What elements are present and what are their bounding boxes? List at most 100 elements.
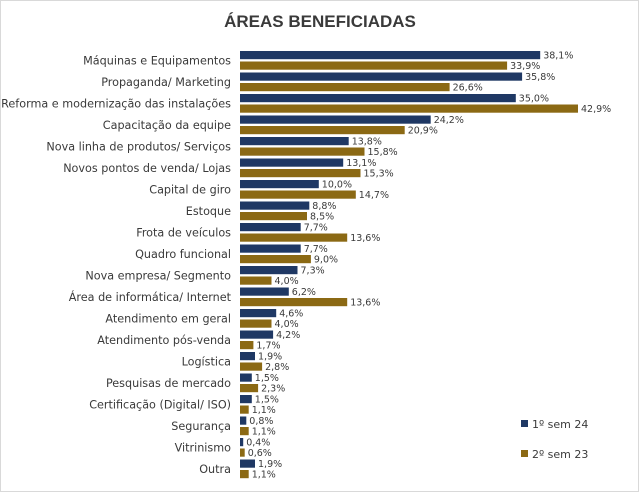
bar-series-1: [240, 438, 244, 447]
data-label: 42,9%: [581, 104, 611, 115]
bar-series-1: [240, 330, 274, 339]
bar-series-1: [240, 373, 252, 382]
category-label: Frota de veículos: [136, 227, 231, 240]
bar-series-2: [240, 104, 578, 113]
bar-series-1: [240, 180, 319, 189]
category-label: Outra: [199, 463, 231, 476]
data-label: 1,5%: [255, 394, 279, 405]
data-label: 38,1%: [543, 50, 573, 61]
category-label: Logística: [182, 356, 231, 369]
bar-series-1: [240, 158, 344, 167]
bar-series-1: [240, 137, 349, 146]
bar-series-1: [240, 287, 289, 296]
category-label: Segurança: [171, 420, 231, 433]
data-label: 0,6%: [248, 448, 272, 459]
data-label: 26,6%: [453, 82, 483, 93]
data-label: 13,6%: [350, 233, 380, 244]
bar-series-2: [240, 255, 311, 264]
category-label: Quadro funcional: [135, 248, 231, 261]
bar-series-2: [240, 362, 263, 371]
data-label: 6,2%: [292, 287, 316, 298]
data-label: 20,9%: [408, 125, 438, 136]
legend: 1º sem 24 2º sem 23: [521, 418, 588, 461]
category-label: Capacitação da equipe: [103, 119, 231, 132]
bar-series-2: [240, 341, 254, 350]
data-label: 0,8%: [249, 416, 273, 427]
bar-series-2: [240, 190, 356, 199]
data-label: 7,7%: [304, 222, 328, 233]
data-label: 7,3%: [301, 265, 325, 276]
bar-series-1: [240, 416, 247, 425]
category-label: Atendimento em geral: [105, 313, 231, 326]
data-label: 4,6%: [279, 308, 303, 319]
bar-series-2: [240, 319, 272, 328]
bar-series-2: [240, 126, 405, 135]
category-label: Pesquisas de mercado: [106, 377, 231, 390]
bar-series-2: [240, 83, 450, 92]
bar-series-2: [240, 448, 245, 457]
category-label: Estoque: [186, 205, 231, 218]
data-label: 1,5%: [255, 373, 279, 384]
data-label: 1,7%: [256, 340, 280, 351]
data-label: 35,0%: [519, 93, 549, 104]
bar-series-1: [240, 244, 301, 253]
data-label: 8,8%: [312, 201, 336, 212]
data-label: 9,0%: [314, 254, 338, 265]
bars: 38,1%33,9%35,8% 26,6% 35,0% 42,9% 24,2%20,9%…: [240, 50, 611, 480]
legend-swatch: [521, 420, 528, 427]
bar-series-2: [240, 212, 307, 221]
bar-series-1: [240, 115, 431, 124]
category-label: Atendimento pós-venda: [97, 334, 231, 347]
bar-series-1: [240, 395, 252, 404]
category-label: Nova linha de produtos/ Serviços: [46, 141, 231, 154]
data-label: 13,1%: [346, 158, 376, 169]
bar-series-1: [240, 223, 301, 232]
category-label: Máquinas e Equipamentos: [83, 55, 231, 68]
legend-swatch: [521, 450, 528, 457]
data-label: 33,9%: [510, 61, 540, 72]
data-label: 14,7%: [359, 190, 389, 201]
bar-series-1: [240, 309, 277, 318]
bar-series-1: [240, 51, 541, 60]
legend-label: 1º sem 24: [532, 418, 588, 431]
category-label: Área de informática/ Internet: [69, 291, 232, 304]
bar-series-2: [240, 384, 259, 393]
data-label: 8,5%: [310, 211, 334, 222]
bar-series-1: [240, 72, 523, 81]
bar-series-2: [240, 147, 365, 156]
data-label: 4,0%: [275, 319, 299, 330]
category-label: Nova empresa/ Segmento: [85, 270, 231, 283]
data-label: 10,0%: [322, 179, 352, 190]
chart-title: ÁREAS BENEFICIADAS: [224, 12, 416, 31]
bar-series-1: [240, 94, 516, 103]
bar-series-2: [240, 427, 249, 436]
category-label: Propaganda/ Marketing: [101, 76, 231, 89]
data-label: 15,8%: [368, 147, 398, 158]
bar-series-2: [240, 61, 508, 70]
legend-label: 2º sem 23: [532, 448, 588, 461]
data-label: 4,0%: [275, 276, 299, 287]
data-label: 15,3%: [364, 168, 394, 179]
data-label: 0,4%: [246, 437, 270, 448]
bar-series-1: [240, 459, 255, 468]
bar-series-2: [240, 405, 249, 414]
data-label: 24,2%: [434, 115, 464, 126]
data-label: 1,9%: [258, 351, 282, 362]
data-label: 1,9%: [258, 459, 282, 470]
data-label: 2,3%: [261, 383, 285, 394]
category-label: Certificação (Digital/ ISO): [89, 399, 231, 412]
data-label: 7,7%: [304, 244, 328, 255]
category-label: Reforma e modernização das instalações: [1, 98, 231, 111]
data-label: 13,6%: [350, 297, 380, 308]
category-label: Vitrinismo: [175, 442, 232, 455]
category-labels: Máquinas e Equipamentos Propaganda/ Marke…: [1, 55, 231, 477]
bar-series-1: [240, 201, 310, 210]
data-label: 13,8%: [352, 136, 382, 147]
data-label: 4,2%: [276, 330, 300, 341]
bar-series-2: [240, 470, 249, 479]
data-label: 2,8%: [265, 362, 289, 373]
bar-series-2: [240, 298, 348, 307]
bar-series-2: [240, 169, 361, 178]
data-label: 1,1%: [252, 426, 276, 437]
